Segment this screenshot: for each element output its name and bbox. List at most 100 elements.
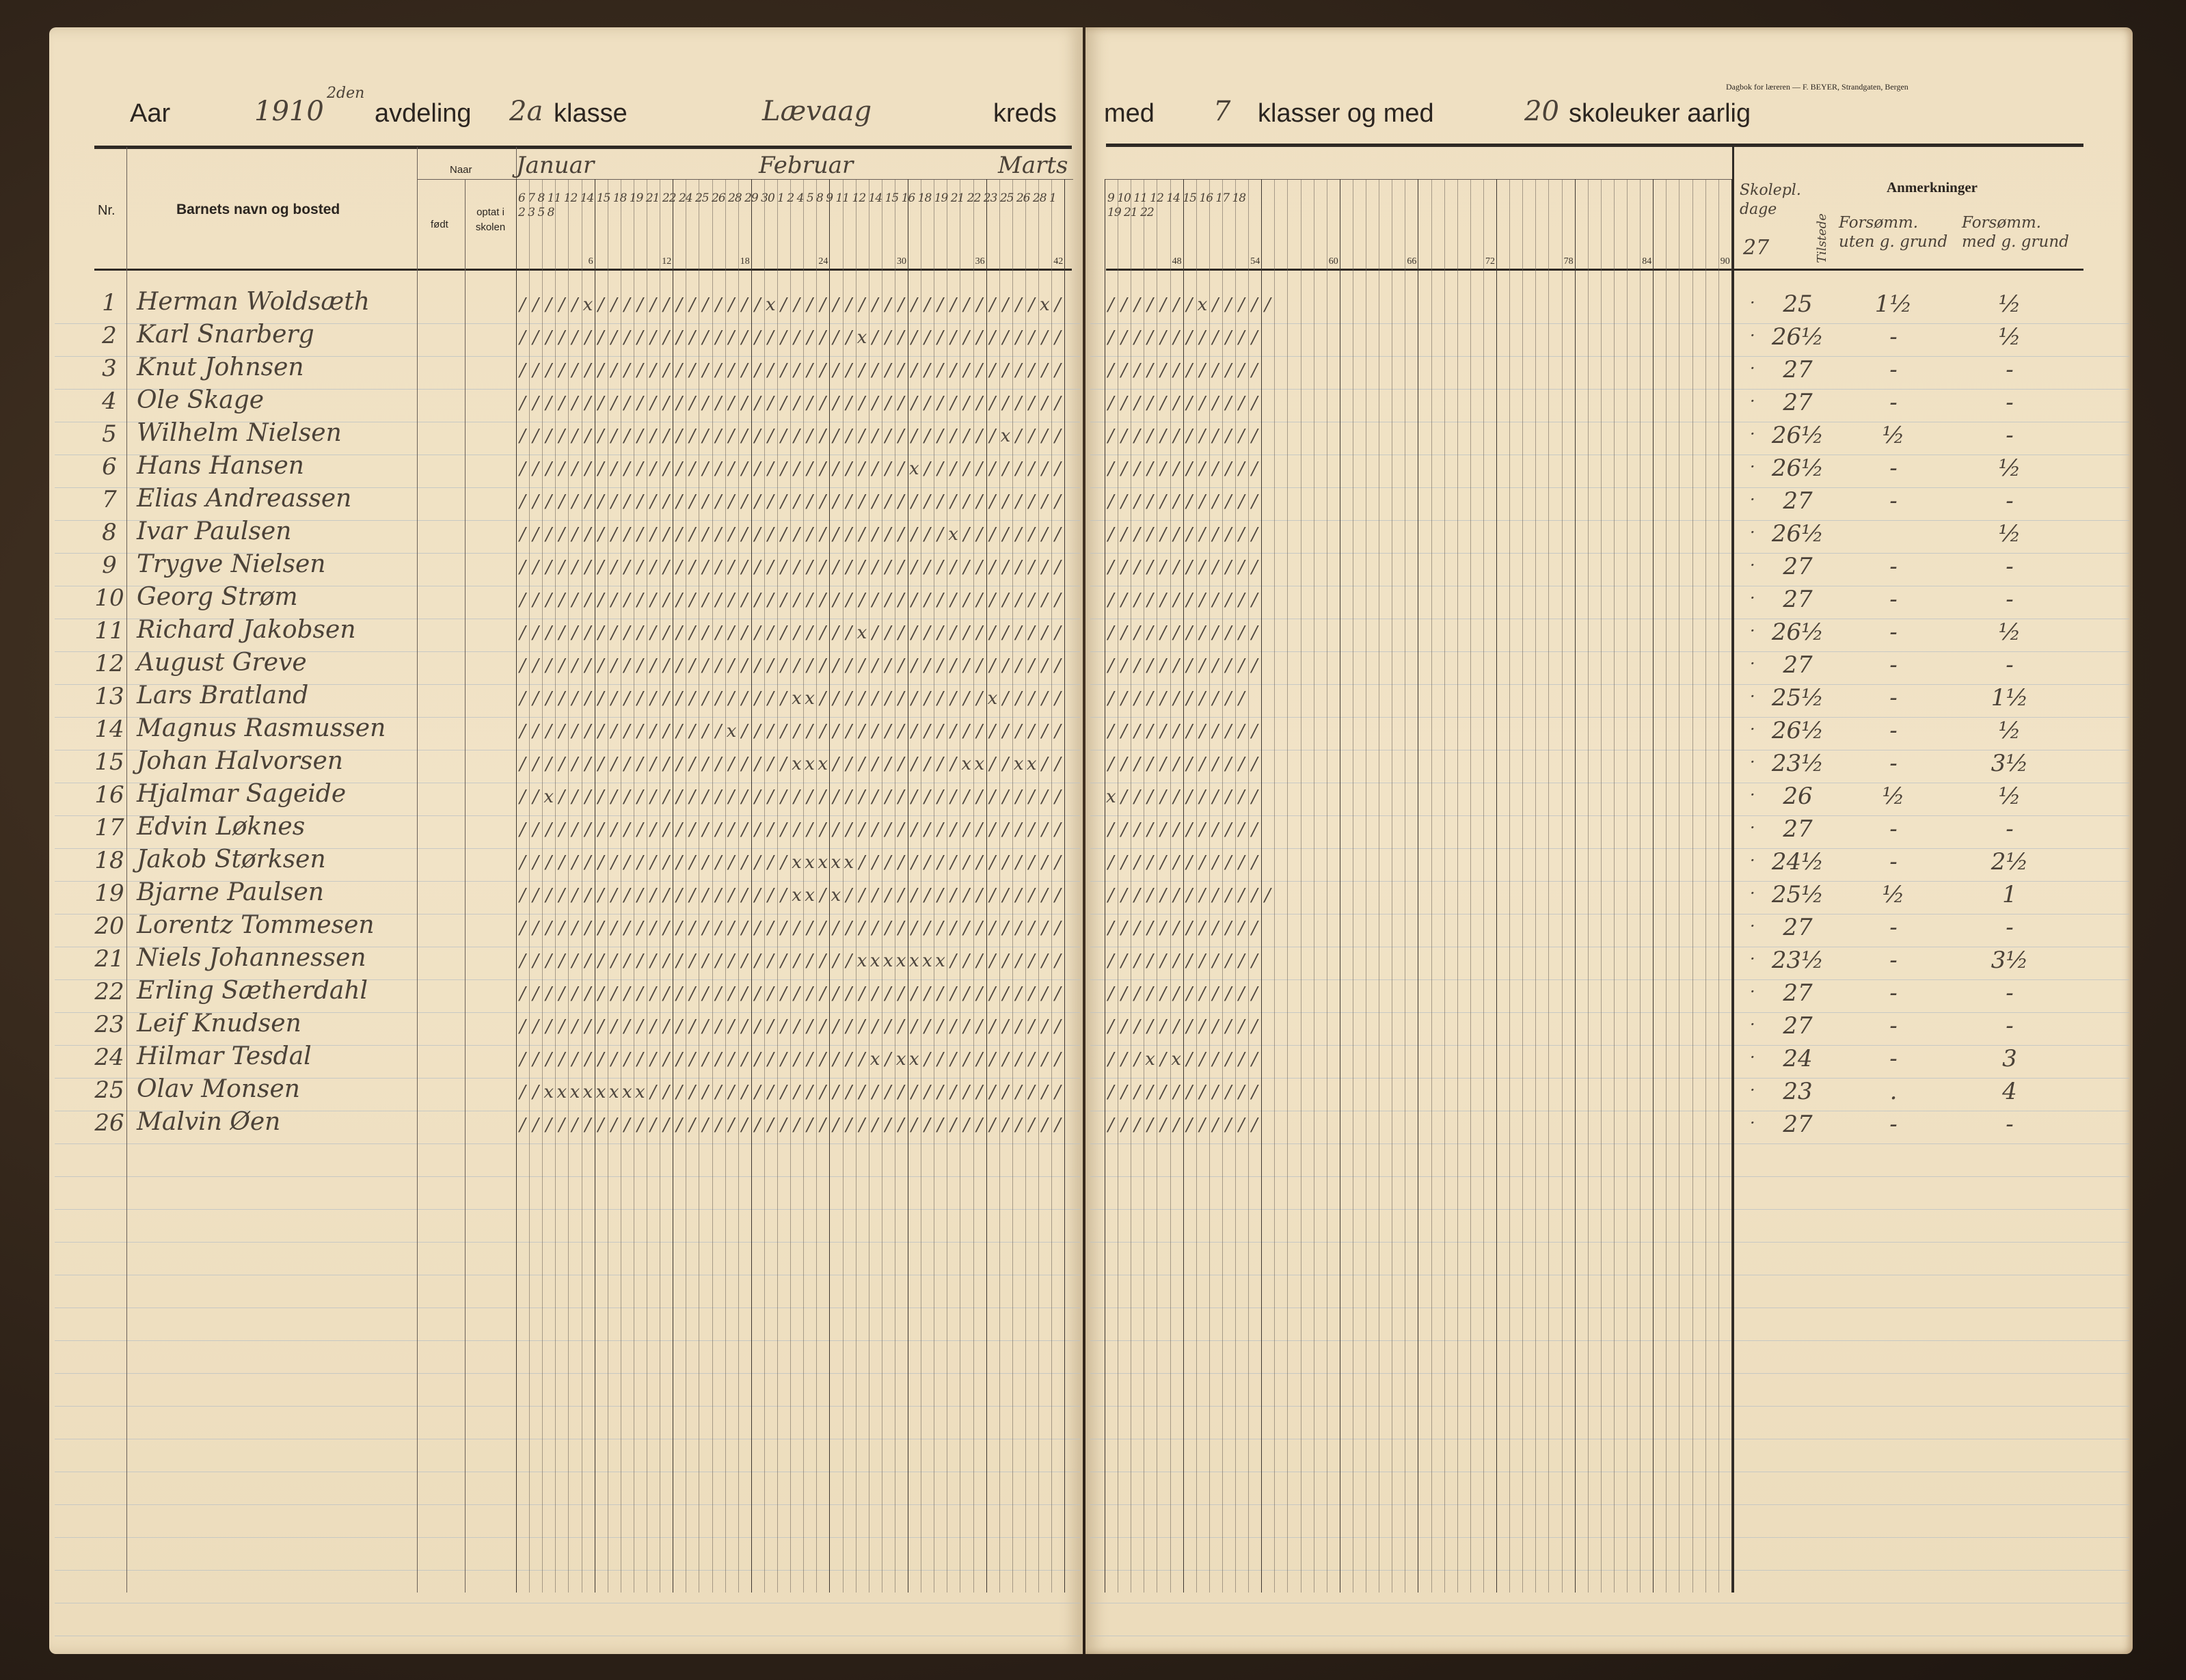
attendance-mark: /	[976, 1049, 983, 1070]
attendance-mark: /	[1199, 819, 1206, 840]
attendance-mark: /	[950, 1082, 957, 1102]
attendance-mark: /	[1173, 327, 1180, 348]
attendance-mark: /	[767, 557, 774, 578]
attendance-mark: /	[584, 590, 591, 610]
attendance-mark: /	[1055, 295, 1061, 315]
attendance-mark: /	[846, 754, 852, 774]
attendance-mark: /	[754, 1049, 761, 1070]
absence-mark: x	[935, 951, 945, 971]
attendance-mark: /	[623, 491, 630, 512]
attendance-mark: /	[1160, 426, 1167, 446]
attendance-mark: /	[872, 393, 878, 414]
attendance-mark: /	[1238, 819, 1245, 840]
attendance-mark: /	[820, 393, 826, 414]
attendance-mark: /	[767, 360, 774, 381]
attendance-mark: /	[558, 590, 565, 610]
attendance-mark: /	[937, 688, 943, 709]
attendance-mark: /	[781, 557, 787, 578]
attendance-mark: /	[1199, 426, 1206, 446]
ruled-line	[1090, 1406, 2129, 1407]
attendance-mark: /	[689, 295, 696, 315]
attendance-mark: /	[1015, 590, 1022, 610]
attendance-mark: /	[689, 360, 696, 381]
student-name: Wilhelm Nielsen	[137, 419, 342, 447]
attendance-mark: /	[950, 459, 957, 479]
attendance-mark: /	[754, 623, 761, 643]
attendance-mark: /	[872, 787, 878, 807]
day-column-line	[1012, 179, 1013, 1593]
absence-without-reason: ½	[1882, 783, 1905, 810]
attendance-mark: /	[859, 393, 865, 414]
attendance-mark: /	[1160, 1049, 1167, 1070]
attendance-mark: /	[1238, 787, 1245, 807]
attendance-mark: /	[1238, 1115, 1245, 1135]
attendance-mark: /	[1251, 951, 1258, 971]
attendance-mark: /	[610, 459, 617, 479]
attendance-mark: /	[1173, 491, 1180, 512]
attendance-mark: /	[1186, 1016, 1193, 1037]
attendance-mark: /	[924, 360, 930, 381]
attendance-mark: /	[1147, 885, 1153, 906]
attendance-mark: /	[781, 393, 787, 414]
ruled-line	[1090, 1340, 2129, 1341]
attendance-mark: /	[885, 885, 891, 906]
column-number-tick: 78	[1563, 256, 1574, 267]
attendance-mark: /	[676, 885, 683, 906]
attendance-mark: /	[950, 984, 957, 1004]
days-present: 26½	[1771, 455, 1824, 482]
attendance-mark: /	[859, 459, 865, 479]
attendance-mark: /	[1120, 623, 1127, 643]
attendance-mark: /	[1107, 721, 1114, 742]
attendance-mark: /	[1199, 1016, 1206, 1037]
attendance-mark: /	[623, 590, 630, 610]
attendance-mark: /	[676, 1016, 683, 1037]
day-column-line	[1248, 179, 1250, 1593]
ruled-line	[1090, 651, 2129, 652]
student-name: Ivar Paulsen	[137, 517, 292, 545]
absence-mark: x	[831, 885, 841, 906]
ruled-line	[1090, 389, 2129, 390]
attendance-mark: /	[663, 885, 669, 906]
attendance-mark: /	[1055, 623, 1061, 643]
column-number-tick: 84	[1642, 256, 1652, 267]
attendance-mark: /	[1199, 885, 1206, 906]
ruled-line	[55, 1209, 1080, 1210]
attendance-mark: /	[689, 426, 696, 446]
table-top-border	[94, 146, 1072, 149]
absence-with-reason: ½	[1998, 455, 2021, 482]
attendance-mark: /	[1134, 721, 1140, 742]
attendance-mark: /	[1028, 491, 1035, 512]
attendance-mark: /	[807, 951, 813, 971]
attendance-mark: /	[1055, 491, 1061, 512]
absence-mark: x	[895, 951, 906, 971]
absence-mark: x	[1145, 1049, 1155, 1070]
attendance-mark: /	[558, 819, 565, 840]
attendance-mark: /	[1147, 491, 1153, 512]
attendance-mark: /	[584, 557, 591, 578]
attendance-mark: /	[859, 1049, 865, 1070]
attendance-mark: /	[1041, 491, 1048, 512]
attendance-mark: /	[637, 754, 643, 774]
attendance-mark: /	[820, 1016, 826, 1037]
attendance-mark: /	[637, 688, 643, 709]
attendance-mark: /	[584, 360, 591, 381]
attendance-mark: /	[950, 688, 957, 709]
attendance-mark: /	[898, 1115, 904, 1135]
absence-without-reason: -	[1889, 356, 1898, 383]
attendance-marks: / / / / / / / / / / / / / / / / x / / / / / / / / / / / / / / / / / / / / / / /…	[516, 721, 1261, 742]
attendance-mark: /	[807, 819, 813, 840]
attendance-mark: /	[976, 951, 983, 971]
attendance-mark: /	[989, 557, 996, 578]
absence-mark: x	[1197, 295, 1208, 315]
attendance-mark: /	[519, 1082, 526, 1102]
attendance-mark: /	[910, 393, 917, 414]
day-column-line	[516, 179, 517, 1593]
attendance-mark: /	[1002, 459, 1009, 479]
attendance-mark: /	[728, 819, 735, 840]
attendance-mark: /	[1173, 918, 1180, 938]
attendance-mark: /	[846, 688, 852, 709]
ruled-line	[1090, 815, 2129, 816]
attendance-mark: /	[715, 787, 722, 807]
day-column-line	[738, 179, 739, 1593]
ruled-line	[55, 1373, 1080, 1374]
